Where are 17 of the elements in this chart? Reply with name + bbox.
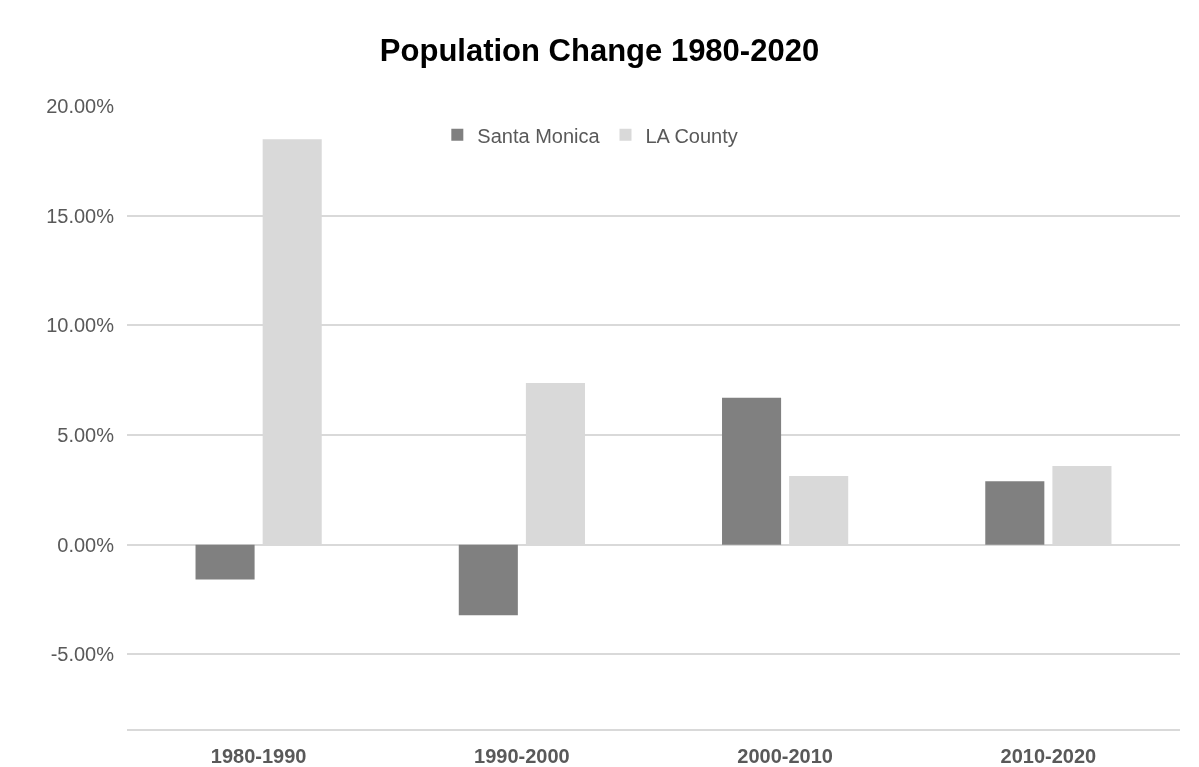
x-tick-label: 1990-2000 [474,745,570,767]
y-tick-label: 20.00% [46,95,115,117]
y-tick-label: 5.00% [57,424,115,447]
y-tick-label: 10.00% [46,314,115,337]
y-tick-label: 15.00% [46,204,115,227]
y-tick-label: -5.00% [50,643,115,666]
chart-title: Population Change 1980-2020 [379,32,820,68]
bar [195,544,255,580]
y-tick-label: 0.00% [57,533,115,556]
x-tick-label: 2010-2020 [1000,745,1097,767]
legend-label: LA County [645,124,738,147]
x-tick-label: 2000-2010 [737,745,833,767]
bar [985,481,1045,545]
bar [458,544,518,616]
bar [722,397,782,545]
x-tick-label: 1980-1990 [210,745,307,767]
legend-label: Santa Monica [477,124,601,147]
